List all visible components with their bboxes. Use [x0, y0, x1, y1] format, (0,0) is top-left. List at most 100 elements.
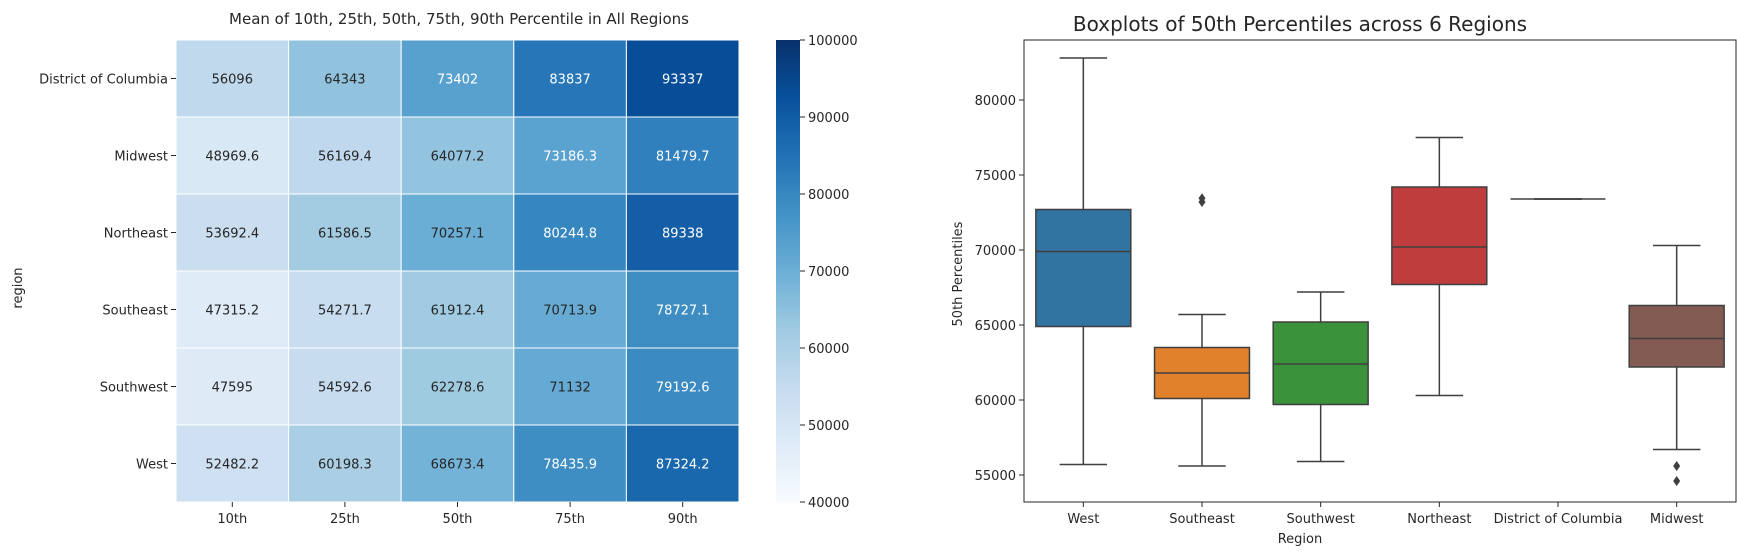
- heatmap-cell-label: 62278.6: [431, 381, 485, 396]
- boxplot-y-axis-label: 50th Percentiles: [951, 221, 966, 326]
- heatmap-cell: [625, 116, 740, 195]
- heatmap-title: Mean of 10th, 25th, 50th, 75th, 90th Per…: [229, 10, 689, 28]
- heatmap-x-tick-label: 10th: [217, 512, 247, 527]
- heatmap-cell: [175, 116, 290, 195]
- heatmap-cell-label: 68673.4: [431, 458, 485, 473]
- heatmap-cell-label: 70257.1: [431, 227, 485, 242]
- heatmap-cell-label: 78435.9: [543, 458, 597, 473]
- colorbar-tick-label: 80000: [808, 188, 849, 203]
- box-iqr: [1035, 208, 1132, 328]
- heatmap-cell-label: 79192.6: [656, 381, 710, 396]
- colorbar-tick-label: 50000: [808, 419, 849, 434]
- heatmap-cell-label: 73402: [437, 73, 478, 88]
- heatmap-cell: [288, 347, 402, 426]
- heatmap-cell-label: 61912.4: [431, 304, 485, 319]
- heatmap-cell: [513, 39, 627, 118]
- heatmap-cell-label: 54592.6: [318, 381, 372, 396]
- boxplot-x-tick-label: Southeast: [1169, 512, 1235, 527]
- heatmap-cell-label: 47595: [212, 381, 253, 396]
- boxplot-y-tick-label: 70000: [975, 244, 1016, 259]
- heatmap-cell-label: 48969.6: [205, 150, 259, 165]
- heatmap-cell-label: 52482.2: [205, 458, 259, 473]
- heatmap-cell: [513, 270, 627, 349]
- heatmap-cell: [175, 39, 290, 118]
- colorbar-tick-label: 70000: [808, 265, 849, 280]
- heatmap-cell-label: 70713.9: [543, 304, 597, 319]
- heatmap-cell-label: 56096: [212, 73, 253, 88]
- boxplot: Boxplots of 50th Percentiles across 6 Re…: [951, 12, 1737, 547]
- boxplot-x-axis-label: Region: [1278, 532, 1323, 547]
- heatmap-cell: [625, 424, 740, 503]
- boxplot-x-tick-label: Southwest: [1287, 512, 1355, 527]
- box-outlier: [1673, 476, 1681, 486]
- box-west: [1035, 57, 1132, 466]
- heatmap-cell-label: 80244.8: [543, 227, 597, 242]
- heatmap-cell-label: 87324.2: [656, 458, 710, 473]
- heatmap-y-tick-label: Southwest: [100, 381, 168, 396]
- boxplot-y-tick-label: 80000: [975, 94, 1016, 109]
- heatmap-y-axis-label: region: [11, 267, 26, 308]
- boxplot-axes-frame: [1023, 39, 1737, 503]
- heatmap-cell-label: 47315.2: [205, 304, 259, 319]
- heatmap-cell: [625, 193, 740, 272]
- box-outlier: [1673, 461, 1681, 471]
- boxplot-x-tick-label: West: [1067, 512, 1099, 527]
- box-outlier: [1198, 193, 1206, 204]
- boxplot-y-tick-label: 65000: [975, 319, 1016, 334]
- heatmap-cell-label: 53692.4: [205, 227, 259, 242]
- colorbar-tick-label: 40000: [808, 496, 849, 511]
- heatmap-cell: [400, 116, 515, 195]
- box-iqr: [1391, 186, 1488, 286]
- heatmap-x-tick-label: 50th: [443, 512, 473, 527]
- heatmap-cell-label: 64343: [324, 73, 365, 88]
- heatmap-cell-label: 56169.4: [318, 150, 372, 165]
- heatmap-cell: [400, 193, 515, 272]
- heatmap-cell: [625, 39, 740, 118]
- colorbar-tick-label: 90000: [808, 111, 849, 126]
- box-southwest: [1272, 291, 1369, 463]
- heatmap-cell: [288, 39, 402, 118]
- heatmap-cell: [175, 347, 290, 426]
- boxplot-title: Boxplots of 50th Percentiles across 6 Re…: [1073, 12, 1527, 36]
- heatmap-cell: [400, 270, 515, 349]
- boxplot-y-tick-label: 60000: [975, 394, 1016, 409]
- boxplot-x-tick-label: Northeast: [1407, 512, 1471, 527]
- heatmap-cell: [625, 347, 740, 426]
- colorbar-tick-label: 100000: [808, 34, 858, 49]
- box-iqr: [1628, 304, 1725, 368]
- heatmap-cell-label: 89338: [662, 227, 703, 242]
- boxplot-x-tick-label: Midwest: [1650, 512, 1704, 527]
- colorbar-tick-label: 60000: [808, 342, 849, 357]
- heatmap-y-tick-label: West: [136, 458, 168, 473]
- heatmap-y-tick-label: District of Columbia: [39, 73, 168, 88]
- heatmap-cell: [400, 347, 515, 426]
- box-northeast: [1391, 136, 1488, 397]
- heatmap-cell: [625, 270, 740, 349]
- heatmap-cell: [288, 270, 402, 349]
- heatmap-cell-label: 78727.1: [656, 304, 710, 319]
- heatmap-cell: [513, 193, 627, 272]
- colorbar-gradient: [776, 40, 800, 502]
- heatmap-cell-label: 81479.7: [656, 150, 710, 165]
- heatmap-x-tick-label: 25th: [330, 512, 360, 527]
- heatmap-cell-label: 60198.3: [318, 458, 372, 473]
- heatmap-cell: [400, 424, 515, 503]
- box-southeast: [1153, 193, 1251, 467]
- boxplot-y-tick-label: 75000: [975, 169, 1016, 184]
- heatmap-x-tick-label: 75th: [555, 512, 585, 527]
- heatmap-cell: [288, 424, 402, 503]
- heatmap-y-tick-label: Southeast: [102, 304, 168, 319]
- boxplot-y-tick-label: 55000: [975, 469, 1016, 484]
- heatmap-cell-label: 61586.5: [318, 227, 372, 242]
- heatmap-cell-label: 64077.2: [431, 150, 485, 165]
- heatmap-cell: [513, 424, 627, 503]
- heatmap-colorbar: 40000 50000 60000 70000 80000 90000 100000: [776, 34, 858, 511]
- heatmap-y-tick-label: Midwest: [114, 150, 168, 165]
- heatmap-cell-label: 83837: [549, 73, 590, 88]
- box-midwest: [1628, 244, 1725, 486]
- boxplot-x-tick-label: District of Columbia: [1494, 512, 1623, 527]
- heatmap-cell: [400, 39, 515, 118]
- heatmap-cell-label: 54271.7: [318, 304, 372, 319]
